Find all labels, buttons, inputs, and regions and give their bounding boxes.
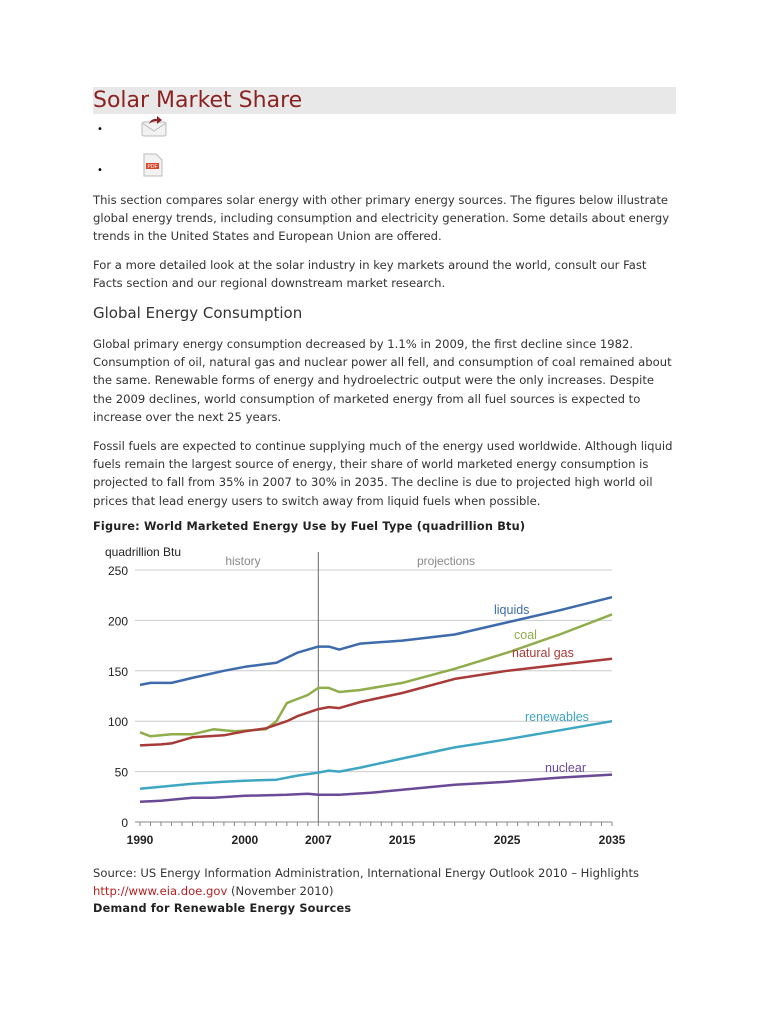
- figure-caption: Figure: World Marketed Energy Use by Fue…: [93, 520, 526, 533]
- y-tick-label: 250: [108, 564, 128, 578]
- series-label-coal: coal: [514, 628, 537, 642]
- x-tick-label: 2015: [389, 833, 416, 847]
- series-label-natural-gas: natural gas: [512, 646, 574, 660]
- y-axis-label: quadrillion Btu: [105, 545, 181, 559]
- chart: quadrillion Btu 0 50 100 150 200 250 1990 2000 20…: [105, 545, 626, 847]
- projections-label: projections: [417, 554, 475, 568]
- series-line-coal: [139, 613, 613, 738]
- svg-text:PDF: PDF: [148, 164, 158, 170]
- body-paragraph: Fossil fuels are expected to continue su…: [93, 439, 673, 508]
- series-label-liquids: liquids: [494, 603, 529, 617]
- x-tick-label: 2000: [232, 833, 259, 847]
- series-line-renewables: [139, 719, 613, 790]
- series-line-nuclear: [139, 773, 613, 804]
- series-label-renewables: renewables: [525, 710, 589, 724]
- y-tick-label: 150: [108, 665, 128, 679]
- y-tick-label: 100: [108, 715, 128, 729]
- series-label-nuclear: nuclear: [545, 761, 586, 775]
- next-heading: Demand for Renewable Energy Sources: [93, 902, 352, 915]
- intro-paragraph: For a more detailed look at the solar in…: [93, 258, 647, 291]
- series-line-natural-gas: [139, 657, 613, 747]
- y-tick-label: 50: [115, 766, 129, 780]
- x-tick-label: 2025: [494, 833, 521, 847]
- y-tick-label: 200: [108, 614, 128, 628]
- email-share-icon[interactable]: [141, 115, 167, 141]
- source-link[interactable]: http://www.eia.doe.gov: [93, 884, 228, 899]
- history-label: history: [225, 554, 260, 568]
- x-tick-label: 1990: [127, 833, 154, 847]
- bullet: •: [97, 124, 103, 135]
- section-heading: Global Energy Consumption: [93, 304, 303, 322]
- series-line-liquids: [139, 595, 613, 687]
- intro-paragraph: This section compares solar energy with …: [93, 193, 670, 244]
- source-text: Source: US Energy Information Administra…: [93, 866, 640, 899]
- pdf-icon[interactable]: PDF: [143, 153, 163, 181]
- page-title: Solar Market Share: [93, 87, 676, 114]
- bullet: •: [97, 165, 103, 176]
- y-tick-label: 0: [121, 816, 128, 830]
- body-paragraph: Global primary energy consumption decrea…: [93, 337, 672, 424]
- x-tick-label: 2007: [305, 833, 332, 847]
- x-tick-label: 2035: [599, 833, 626, 847]
